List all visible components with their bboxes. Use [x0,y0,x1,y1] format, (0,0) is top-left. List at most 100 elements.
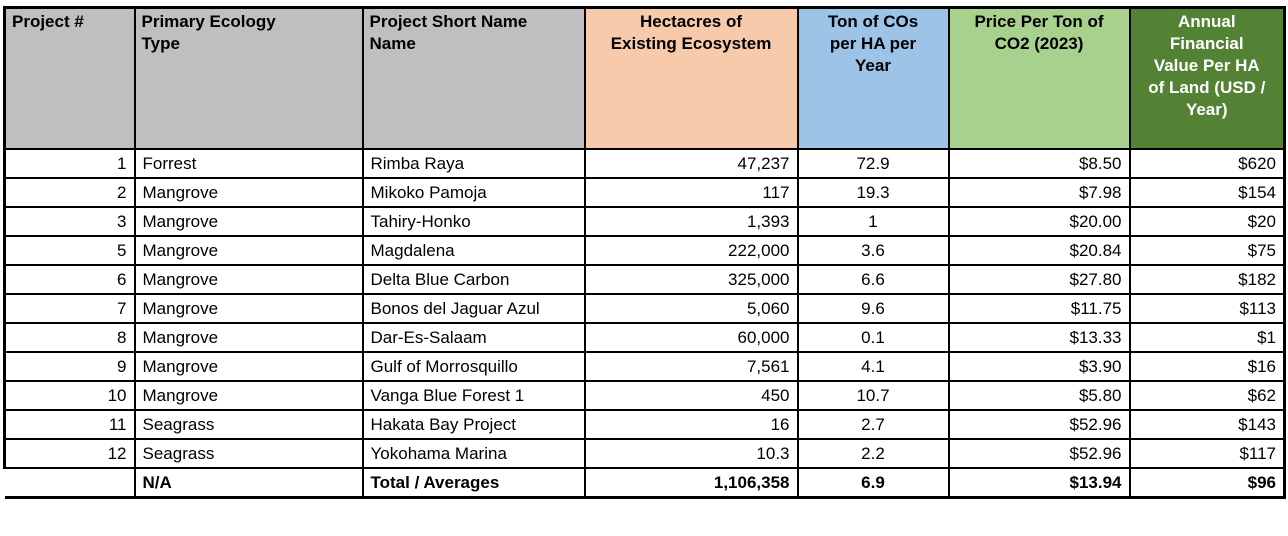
table-cell: 5 [3,235,136,266]
table-cell: $62 [1128,380,1286,411]
table-cell: Mangrove [133,177,364,208]
column-header-price-per-ton-co2-2023: Price Per Ton of CO2 (2023) [947,6,1131,150]
table-cell: $20.00 [947,206,1131,237]
column-header-annual-financial-value: Annual Financial Value Per HA of Land (U… [1128,6,1286,150]
table-row: 12 Seagrass Yokohama Marina 10.3 2.2 $52.96 $1… [3,438,1286,469]
table-cell: Forrest [133,148,364,179]
table-cell: 7,561 [583,351,799,382]
table-cell: 60,000 [583,322,799,353]
blank-cell [4,467,136,499]
table-cell: Delta Blue Carbon [361,264,586,295]
table-cell: $16 [1128,351,1286,382]
table-cell: $13.33 [947,322,1131,353]
table-cell: 2 [3,177,136,208]
table-cell: Tahiry-Honko [361,206,586,237]
table-cell: 11 [3,409,136,440]
table-cell: 19.3 [796,177,950,208]
table-cell: 1 [3,148,136,179]
table-cell: 2.7 [796,409,950,440]
table-cell: $8.50 [947,148,1131,179]
table-cell: 10.7 [796,380,950,411]
column-header-primary-ecology-type: Primary Ecology Type [133,6,364,150]
table-cell: Seagrass [133,438,364,469]
table-cell: 12 [3,438,136,469]
table-cell: 117 [583,177,799,208]
table-cell: $182 [1128,264,1286,295]
table-cell: Mangrove [133,293,364,324]
table-row: 10 Mangrove Vanga Blue Forest 1 450 10.7 $5.8… [3,380,1286,411]
table-cell: Dar-Es-Salaam [361,322,586,353]
table-cell: $75 [1128,235,1286,266]
table-cell: $13.94 [947,467,1131,499]
table-cell: 325,000 [583,264,799,295]
table-cell: 6 [3,264,136,295]
column-header-hectacres-existing-ecosystem: Hectacres of Existing Ecosystem [583,6,799,150]
header-row: Project # Primary Ecology Type Project S… [3,6,1286,150]
table-cell: Mangrove [133,351,364,382]
table-cell: 6.9 [796,467,950,499]
table-cell: Hakata Bay Project [361,409,586,440]
table-cell: 10 [3,380,136,411]
table-cell: 3.6 [796,235,950,266]
table-cell: 7 [3,293,136,324]
table-cell: $52.96 [947,409,1131,440]
table-cell: 9.6 [796,293,950,324]
column-header-ton-cos-per-ha-year: Ton of COs per HA per Year [796,6,950,150]
table-cell: 10.3 [583,438,799,469]
table-cell: $96 [1128,467,1286,499]
table-row: 8 Mangrove Dar-Es-Salaam 60,000 0.1 $13.33 $1 [3,322,1286,353]
table-row: 6 Mangrove Delta Blue Carbon 325,000 6.6 $27.… [3,264,1286,295]
table-cell: 1,393 [583,206,799,237]
table-cell: Mangrove [133,322,364,353]
table-cell: $143 [1128,409,1286,440]
table-cell: $3.90 [947,351,1131,382]
table-cell: 1 [796,206,950,237]
table-cell: 8 [3,322,136,353]
table-cell: Mangrove [133,206,364,237]
table-cell: $5.80 [947,380,1131,411]
table-cell: Mangrove [133,235,364,266]
table-cell: $52.96 [947,438,1131,469]
table-row: 1 Forrest Rimba Raya 47,237 72.9 $8.50 $620 [3,148,1286,179]
table-cell: 1,106,358 [583,467,799,499]
table-cell: 16 [583,409,799,440]
table-cell: 222,000 [583,235,799,266]
table-cell: 3 [3,206,136,237]
table-cell: Gulf of Morrosquillo [361,351,586,382]
table-cell: Total / Averages [361,467,586,499]
table-cell: $620 [1128,148,1286,179]
table-cell: 5,060 [583,293,799,324]
table-row: 2 Mangrove Mikoko Pamoja 117 19.3 $7.98 $154 [3,177,1286,208]
table-cell: $20 [1128,206,1286,237]
table-cell: 2.2 [796,438,950,469]
table-cell: Mikoko Pamoja [361,177,586,208]
table-cell: 4.1 [796,351,950,382]
table-cell: Yokohama Marina [361,438,586,469]
table-row: 5 Mangrove Magdalena 222,000 3.6 $20.84 $75 [3,235,1286,266]
table-cell: $154 [1128,177,1286,208]
table-cell: $113 [1128,293,1286,324]
table-row: 9 Mangrove Gulf of Morrosquillo 7,561 4.1 $3.… [3,351,1286,382]
table-cell: 9 [3,351,136,382]
table-cell: N/A [133,467,364,499]
document-page: Project # Primary Ecology Type Project S… [3,6,1286,499]
table-cell: $7.98 [947,177,1131,208]
table-cell: $27.80 [947,264,1131,295]
table-cell: Magdalena [361,235,586,266]
table-cell: 72.9 [796,148,950,179]
table-row: 11 Seagrass Hakata Bay Project 16 2.7 $52.96 $… [3,409,1286,440]
column-header-project-short-name: Project Short Name Name [361,6,586,150]
table-cell: Mangrove [133,264,364,295]
column-header-project-number: Project # [3,6,136,150]
table-cell: 47,237 [583,148,799,179]
table-row: 7 Mangrove Bonos del Jaguar Azul 5,060 9.6 $1… [3,293,1286,324]
table-cell: $117 [1128,438,1286,469]
table-cell: $11.75 [947,293,1131,324]
total-row: N/A Total / Averages 1,106,358 6.9 $13.94 $96 [4,467,1286,499]
table-cell: Bonos del Jaguar Azul [361,293,586,324]
table-cell: Mangrove [133,380,364,411]
table-row: 3 Mangrove Tahiry-Honko 1,393 1 $20.00 $20 [3,206,1286,237]
table-cell: Rimba Raya [361,148,586,179]
table-cell: 0.1 [796,322,950,353]
table-cell: 450 [583,380,799,411]
